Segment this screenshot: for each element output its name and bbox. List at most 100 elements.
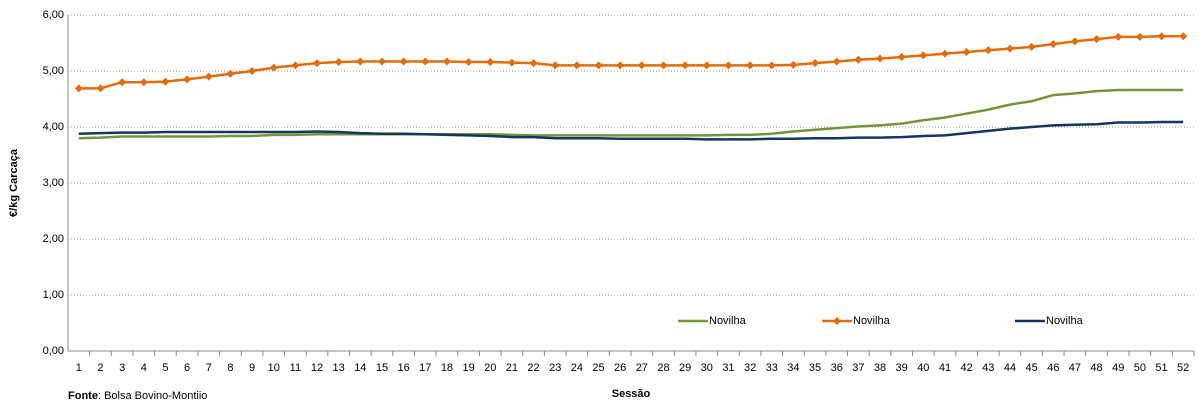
- x-tick-label: 12: [311, 362, 323, 374]
- x-tick-label: 40: [917, 362, 929, 374]
- marker: [399, 57, 408, 66]
- marker: [984, 46, 993, 55]
- x-tick-label: 27: [636, 362, 648, 374]
- x-tick-label: 50: [1134, 362, 1146, 374]
- x-tick-label: 14: [354, 362, 366, 374]
- marker: [442, 57, 451, 66]
- x-tick-label: 33: [766, 362, 778, 374]
- marker: [1049, 40, 1058, 49]
- marker: [1157, 32, 1166, 41]
- x-tick-label: 8: [227, 362, 233, 374]
- marker: [161, 77, 170, 86]
- x-tick-label: 34: [787, 362, 799, 374]
- x-tick-label: 30: [701, 362, 713, 374]
- x-tick-label: 49: [1112, 362, 1124, 374]
- x-tick-label: 28: [657, 362, 669, 374]
- x-tick-label: 4: [141, 362, 147, 374]
- y-tick-label: 2,00: [43, 233, 64, 245]
- y-tick-label: 3,00: [43, 177, 64, 189]
- x-tick-label: 25: [592, 362, 604, 374]
- x-tick-label: 35: [809, 362, 821, 374]
- x-tick-label: 43: [982, 362, 994, 374]
- marker: [1179, 32, 1188, 41]
- x-tick-label: 45: [1025, 362, 1037, 374]
- marker: [1005, 44, 1014, 53]
- x-tick-label: 46: [1047, 362, 1059, 374]
- marker: [1114, 32, 1123, 41]
- marker: [529, 59, 538, 68]
- marker: [637, 61, 646, 70]
- marker: [746, 61, 755, 70]
- x-tick-label: 13: [333, 362, 345, 374]
- y-tick-label: 6,00: [43, 9, 64, 21]
- x-tick-label: 29: [679, 362, 691, 374]
- marker: [204, 72, 213, 81]
- marker: [356, 57, 365, 66]
- x-tick-label: 38: [874, 362, 886, 374]
- marker: [811, 59, 820, 68]
- marker: [940, 49, 949, 58]
- marker: [876, 54, 885, 63]
- y-tick-label: 0,00: [43, 345, 64, 357]
- marker: [464, 58, 473, 67]
- x-tick-label: 2: [97, 362, 103, 374]
- marker: [421, 57, 430, 66]
- marker: [551, 61, 560, 70]
- marker: [572, 61, 581, 70]
- x-axis-label: Sessão: [612, 388, 651, 400]
- marker: [789, 60, 798, 69]
- x-tick-label: 11: [290, 362, 301, 374]
- x-tick-label: 15: [376, 362, 388, 374]
- legend-label: Novilha: [1046, 315, 1084, 327]
- marker: [1070, 37, 1079, 46]
- marker: [118, 78, 127, 87]
- x-tick-label: 42: [961, 362, 973, 374]
- x-tick-label: 51: [1155, 362, 1167, 374]
- marker: [702, 61, 711, 70]
- x-tick-label: 10: [268, 362, 280, 374]
- marker: [724, 61, 733, 70]
- marker: [681, 61, 690, 70]
- x-tick-label: 26: [614, 362, 626, 374]
- marker: [897, 53, 906, 61]
- legend-marker: [833, 317, 841, 325]
- marker: [269, 63, 278, 72]
- y-axis-label: €/kg Carcaça: [8, 148, 20, 217]
- x-tick-label: 5: [162, 362, 168, 374]
- marker: [616, 61, 625, 70]
- x-tick-label: 39: [896, 362, 908, 374]
- marker: [854, 55, 863, 64]
- x-tick-label: 17: [419, 362, 431, 374]
- marker: [919, 51, 928, 60]
- marker: [226, 69, 235, 78]
- x-tick-label: 31: [722, 362, 734, 374]
- marker: [96, 84, 105, 93]
- marker: [313, 59, 322, 68]
- x-tick-label: 23: [549, 362, 561, 374]
- x-tick-label: 44: [1004, 362, 1016, 374]
- x-tick-label: 9: [249, 362, 255, 374]
- x-tick-label: 22: [527, 362, 539, 374]
- marker: [1135, 32, 1144, 41]
- x-tick-label: 24: [571, 362, 583, 374]
- x-tick-label: 37: [852, 362, 864, 374]
- x-tick-label: 7: [206, 362, 212, 374]
- marker: [377, 57, 386, 66]
- legend-label: Novilha: [853, 315, 891, 327]
- x-tick-label: 20: [484, 362, 496, 374]
- source-text: : Bolsa Bovino-Montiio: [98, 390, 207, 402]
- line: [78, 88, 1184, 140]
- marker: [659, 61, 668, 70]
- marker: [507, 58, 516, 67]
- marker: [767, 61, 776, 70]
- x-tick-label: 18: [441, 362, 453, 374]
- marker: [832, 57, 841, 66]
- y-tick-label: 4,00: [43, 121, 64, 133]
- line: [78, 120, 1184, 141]
- x-tick-label: 48: [1090, 362, 1102, 374]
- x-tick-label: 32: [744, 362, 756, 374]
- marker: [74, 84, 83, 93]
- x-tick-label: 3: [119, 362, 125, 374]
- x-tick-label: 21: [506, 362, 518, 374]
